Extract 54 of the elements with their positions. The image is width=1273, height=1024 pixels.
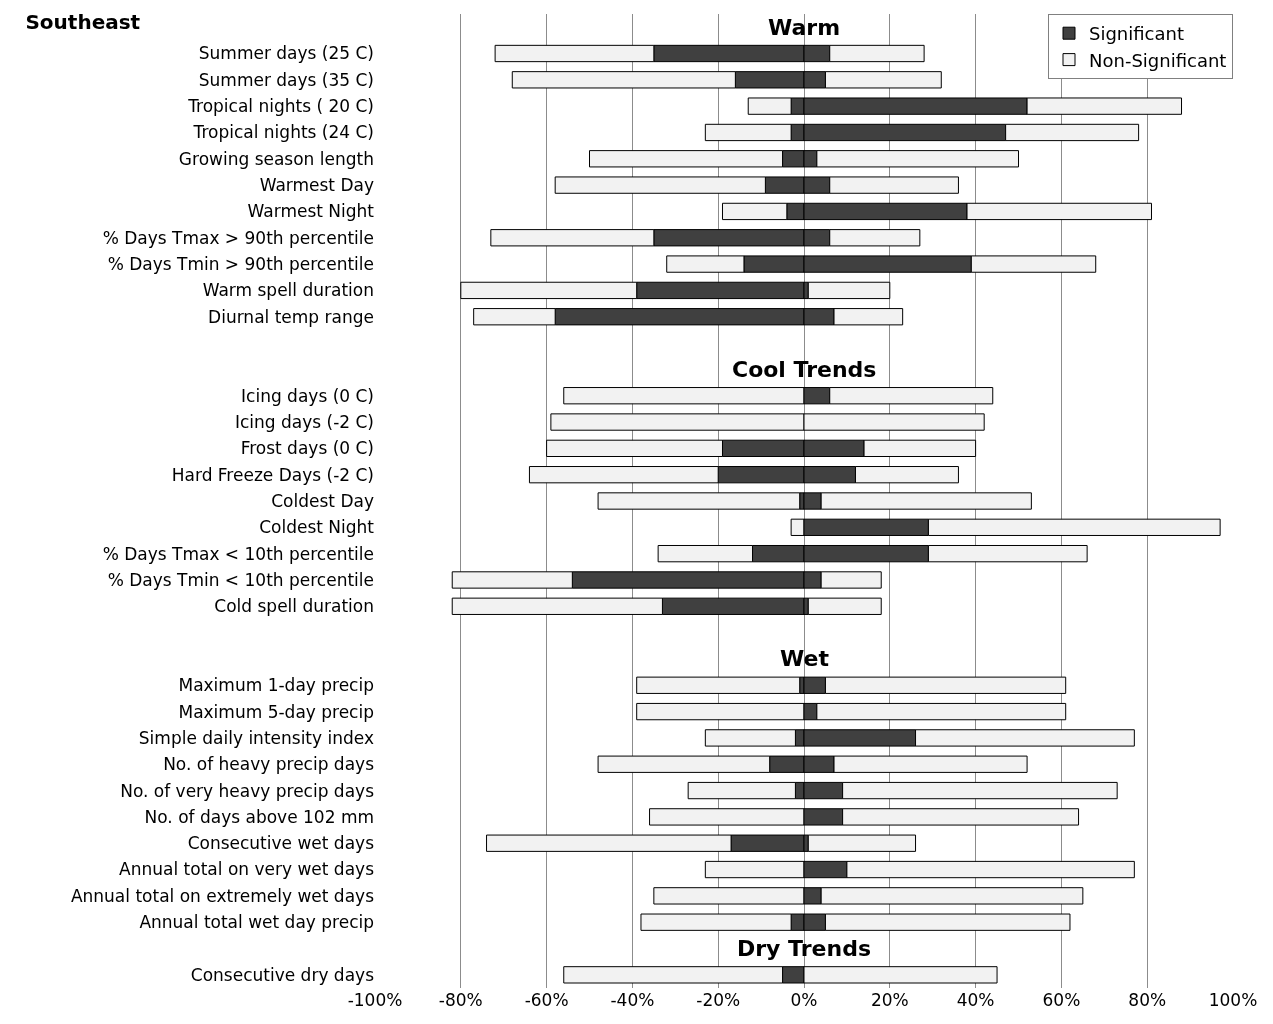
y-tick-label: Growing season length (178, 148, 374, 169)
x-tick-label: 60% (1042, 990, 1081, 1010)
y-tick-label: Coldest Night (259, 517, 375, 538)
y-tick-label: Warmest Day (259, 175, 374, 196)
y-tick-label: % Days Tmin < 10th percentile (107, 569, 374, 590)
bar (807, 281, 891, 300)
y-tick-label: Simple daily intensity index (138, 727, 374, 748)
annotation: Dry Trends (737, 936, 871, 961)
y-tick-label: No. of very heavy precip days (120, 780, 375, 801)
y-tick-label: Tropical nights (24 C) (192, 122, 374, 143)
y-tick-label: Consecutive wet days (187, 833, 375, 854)
annotation: Cool Trends (732, 357, 877, 382)
y-tick-label: Summer days (35 C) (198, 69, 374, 90)
x-tick-label: 80% (1128, 990, 1167, 1010)
x-tick-label: 40% (956, 990, 995, 1010)
x-tick-label: -20% (696, 990, 741, 1010)
x-tick-label: -100% (347, 990, 403, 1010)
y-tick-label: Annual total wet day precip (139, 912, 374, 933)
y-tick-label: % Days Tmax < 10th percentile (102, 543, 374, 564)
y-tick-label: Coldest Day (271, 490, 374, 511)
x-tick-label: -40% (610, 990, 655, 1010)
annotation: Wet (780, 646, 830, 671)
y-tick-label: Warm spell duration (202, 280, 374, 301)
x-tick-label: -80% (438, 990, 483, 1010)
y-tick-label: Maximum 5-day precip (178, 701, 374, 722)
y-tick-label: Frost days (0 C) (240, 438, 374, 459)
legend-label: Non-Significant (1089, 49, 1227, 71)
x-tick-label: -60% (524, 990, 569, 1010)
x-tick-label: 100% (1208, 990, 1258, 1010)
y-tick-label: Consecutive dry days (190, 964, 375, 985)
bar (636, 676, 801, 694)
legend-label: Significant (1089, 23, 1184, 45)
bar (807, 597, 882, 615)
bar (807, 834, 917, 852)
y-tick-label: Summer days (25 C) (198, 43, 374, 64)
y-tick-label: Diurnal temp range (208, 306, 374, 327)
y-tick-label: % Days Tmax > 90th percentile (102, 227, 374, 248)
x-tick-label: 0% (790, 990, 818, 1010)
y-tick-label: No. of days above 102 mm (144, 806, 374, 827)
y-tick-label: Maximum 1-day precip (178, 675, 374, 696)
y-tick-label: % Days Tmin > 90th percentile (107, 254, 374, 275)
text: Southeast (25, 10, 141, 35)
y-tick-label: Icing days (0 C) (241, 385, 374, 406)
y-tick-label: Warmest Night (247, 201, 375, 222)
annotation: Warm (768, 15, 841, 40)
y-tick-label: No. of heavy precip days (163, 754, 375, 775)
y-tick-label: Annual total on extremely wet days (70, 885, 375, 906)
bar (597, 492, 801, 510)
y-tick-label: Cold spell duration (214, 596, 374, 617)
y-tick-label: Tropical nights ( 20 C) (187, 96, 374, 117)
x-tick-label: 20% (870, 990, 909, 1010)
y-tick-label: Annual total on very wet days (119, 859, 375, 880)
y-tick-label: Icing days (-2 C) (234, 411, 374, 432)
y-tick-label: Hard Freeze Days (-2 C) (171, 464, 374, 485)
